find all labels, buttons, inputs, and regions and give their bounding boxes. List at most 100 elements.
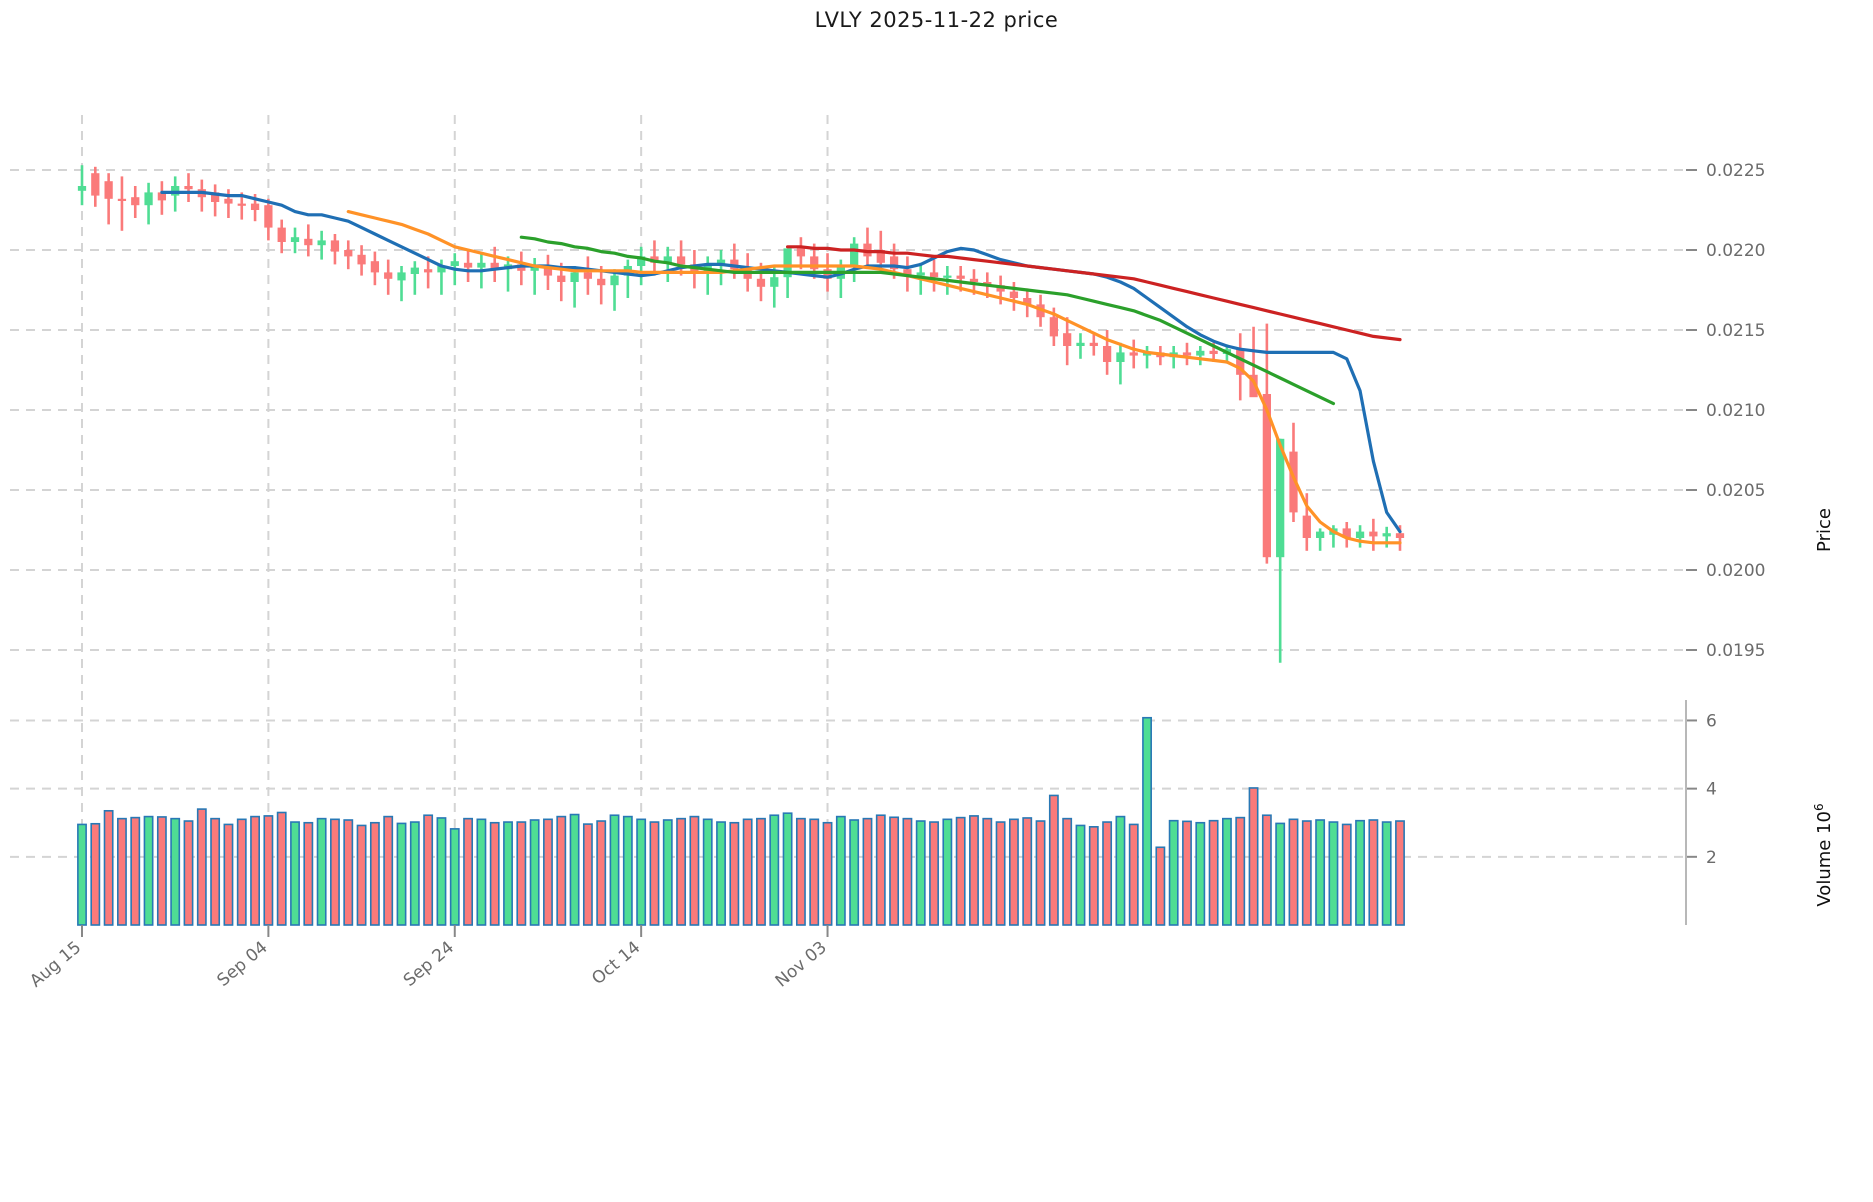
volume-bar (822, 821, 833, 926)
candlestick (304, 224, 313, 257)
volume-bar (702, 818, 713, 926)
volume-bar (463, 817, 474, 926)
volume-bar (210, 817, 221, 926)
candlestick (796, 237, 806, 270)
volume-bar (955, 816, 966, 926)
candlestick (1382, 526, 1391, 548)
candlestick (117, 176, 127, 231)
volume-bar (369, 821, 380, 926)
candlestick (397, 266, 406, 302)
candlestick (264, 198, 273, 241)
volume-bar (156, 816, 167, 926)
volume-bar (596, 820, 607, 926)
volume-bar (889, 816, 900, 926)
volume-panel (77, 716, 1405, 926)
x-tick-label: Sep 04 (213, 938, 271, 991)
candlestick (1089, 333, 1098, 356)
volume-bar (649, 821, 660, 926)
volume-bar (1062, 817, 1073, 926)
volume-bar (223, 823, 234, 926)
candlestick (424, 256, 433, 289)
volume-bar (1328, 821, 1339, 926)
candlestick (1142, 346, 1152, 369)
volume-bar (1088, 826, 1099, 926)
volume-bar (1288, 818, 1299, 926)
candlestick (1102, 330, 1112, 375)
price-axis-title: Price (1814, 508, 1835, 552)
candlestick (370, 251, 380, 286)
ma-line (785, 245, 1402, 342)
volume-bar (1301, 820, 1312, 926)
volume-bar (170, 817, 181, 926)
volume-bar (1128, 823, 1139, 926)
volume-bar (1235, 816, 1246, 926)
volume-tick-label: 2 (1706, 848, 1717, 868)
candlestick (1009, 282, 1019, 311)
volume-bar (276, 811, 287, 926)
volume-bar (1395, 820, 1405, 926)
price-axis-ticks: 0.0225 0.0220 0.0215 0.0210 0.0205 0.0200 0.01… (1686, 161, 1765, 661)
volume-bar (516, 821, 527, 926)
candlestick (91, 166, 100, 207)
candlestick (1369, 518, 1378, 551)
svg-text:Volume 106: Volume 106 (1812, 803, 1835, 906)
candlestick (290, 227, 300, 254)
candlestick (157, 181, 167, 215)
volume-tick-label: 4 (1706, 780, 1717, 800)
candlestick (637, 246, 646, 286)
volume-bar (436, 817, 447, 926)
volume-axis-title: Volume 106 (1812, 803, 1835, 906)
volume-bar (662, 819, 673, 926)
gridlines (10, 115, 1686, 925)
volume-bar (1035, 820, 1046, 926)
volume-bar (929, 821, 939, 926)
ma-line (346, 210, 1402, 545)
candlestick-series (77, 165, 1405, 663)
volume-bar (290, 821, 300, 926)
x-tick-label: Nov 03 (772, 938, 831, 992)
candlestick (330, 234, 340, 265)
volume-bar (849, 819, 860, 926)
volume-bar (742, 818, 753, 926)
volume-bar (969, 815, 979, 926)
volume-tick-label: 6 (1706, 711, 1717, 731)
volume-bar (316, 817, 327, 926)
volume-bar (503, 821, 513, 926)
volume-bar (716, 821, 726, 926)
candlestick (104, 173, 113, 225)
candlestick (1289, 422, 1298, 522)
volume-bar (1261, 814, 1272, 926)
volume-bar (769, 814, 780, 926)
candlestick (384, 259, 393, 295)
candlestick (650, 240, 659, 276)
volume-bar (795, 817, 806, 926)
volume-bar (1208, 819, 1219, 926)
volume-bar (303, 821, 314, 926)
candlestick (517, 251, 526, 286)
price-tick-label: 0.0225 (1706, 161, 1765, 181)
volume-bar (556, 815, 567, 926)
candlestick (703, 256, 712, 295)
volume-bar (143, 815, 154, 926)
volume-bar (263, 815, 274, 926)
candlestick (1116, 342, 1125, 385)
volume-bar (1315, 819, 1326, 926)
volume-bar (117, 817, 127, 926)
candlestick (543, 254, 553, 290)
volume-bar (409, 821, 420, 926)
volume-bar (383, 815, 394, 926)
volume-bar (689, 815, 700, 926)
volume-bar (1275, 822, 1286, 926)
price-panel (77, 165, 1405, 663)
candlestick (863, 227, 872, 266)
candlestick (1196, 346, 1205, 366)
x-axis-ticks: Aug 15 Sep 04 Sep 24 Oct 14 Nov 03 (26, 925, 831, 992)
candlestick (1276, 438, 1285, 663)
candlestick (317, 230, 326, 260)
volume-bar (330, 818, 340, 926)
axis-titles: Price Volume 106 (1812, 508, 1835, 907)
candlestick (583, 256, 593, 295)
volume-bar (942, 818, 953, 926)
volume-bar (1248, 787, 1259, 926)
volume-bar (915, 820, 926, 926)
